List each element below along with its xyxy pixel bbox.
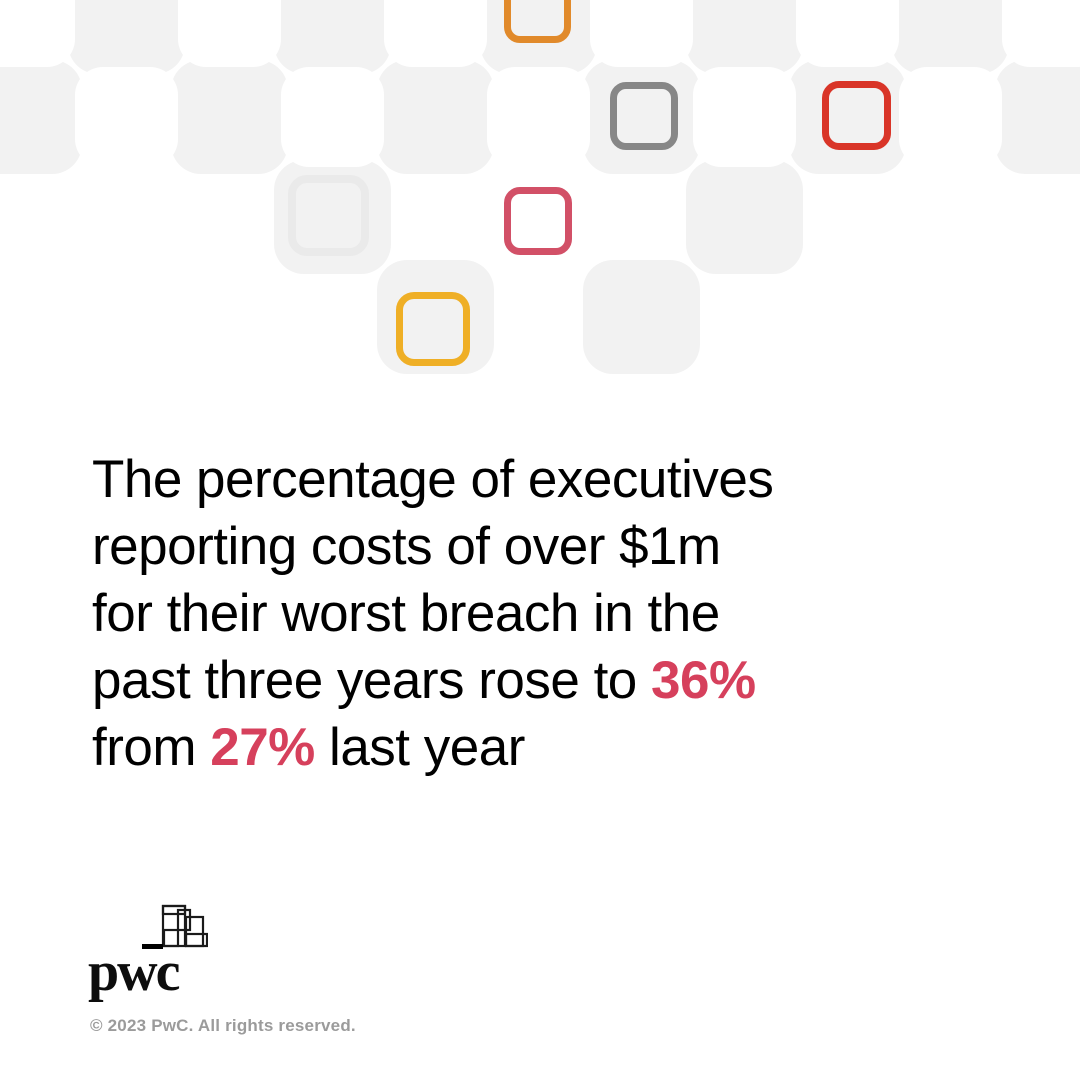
headline-line: past three years rose to 36% [92, 647, 773, 714]
mosaic-tile-white [693, 67, 796, 167]
mosaic-tile-gray [377, 60, 494, 174]
ghost-square [288, 175, 369, 256]
mosaic-tile-gray [274, 0, 391, 74]
mosaic-tile-white [0, 0, 75, 67]
headline-text: past three years rose to [92, 651, 652, 710]
mosaic-tile-white [1002, 0, 1080, 67]
headline-text: reporting costs of over $1m [92, 517, 721, 576]
headline-text: The percentage of executives [92, 450, 774, 509]
mosaic-tile-gray [583, 60, 700, 174]
mosaic-tile-white [487, 67, 590, 167]
headline: The percentage of executives reporting co… [92, 446, 774, 781]
mosaic-tile-gray [68, 0, 185, 74]
headline-text: from [92, 718, 211, 777]
mosaic-tile-white [590, 0, 693, 67]
pwc-logo-blocks-icon [142, 904, 208, 949]
mosaic-tile-white [384, 0, 487, 67]
headline-text: last year [314, 718, 525, 777]
mosaic-tile-gray [995, 60, 1080, 174]
yellow-square [396, 292, 470, 366]
gray-square [610, 82, 678, 150]
mosaic-tile-white [178, 0, 281, 67]
pwc-wordmark: pwc [88, 941, 180, 1003]
mosaic-tile-gray [171, 60, 288, 174]
rose-square [504, 187, 572, 255]
tangerine-square [504, 0, 571, 43]
red-square [822, 81, 891, 150]
headline-line: reporting costs of over $1m [92, 513, 773, 580]
mosaic-tile-white [796, 0, 899, 67]
headline-line: The percentage of executives [92, 446, 774, 513]
mosaic-tile-white [281, 67, 384, 167]
mosaic-tile-gray [686, 0, 803, 74]
headline-line: from 27% last year [92, 714, 773, 781]
mosaic-tile-gray [583, 260, 700, 374]
mosaic-tile-white [899, 67, 1002, 167]
mosaic-tile-white [75, 67, 178, 167]
mosaic-tile-gray [686, 160, 803, 274]
mosaic-tile-gray [0, 60, 82, 174]
mosaic-tile-gray [892, 0, 1009, 74]
headline-accent-value: 27% [210, 718, 315, 777]
headline-line: for their worst breach in the [92, 580, 773, 647]
headline-text: for their worst breach in the [92, 584, 720, 643]
headline-accent-value: 36% [651, 651, 756, 710]
copyright-text: © 2023 PwC. All rights reserved. [90, 1016, 356, 1035]
